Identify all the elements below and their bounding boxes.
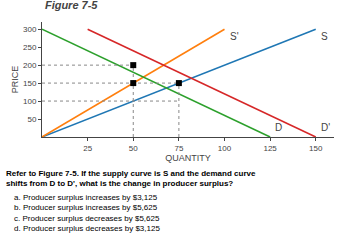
svg-text:150: 150 bbox=[309, 144, 323, 153]
svg-text:200: 200 bbox=[23, 61, 37, 70]
svg-text:100: 100 bbox=[23, 97, 37, 106]
svg-text:QUANTITY: QUANTITY bbox=[165, 153, 211, 163]
svg-text:300: 300 bbox=[23, 25, 37, 34]
svg-text:50: 50 bbox=[129, 144, 138, 153]
svg-text:25: 25 bbox=[83, 144, 92, 153]
svg-text:Figure 7-5: Figure 7-5 bbox=[45, 0, 98, 11]
svg-text:50: 50 bbox=[27, 115, 36, 124]
svg-text:75: 75 bbox=[174, 144, 183, 153]
svg-text:D: D bbox=[275, 122, 282, 133]
svg-text:100: 100 bbox=[218, 144, 232, 153]
svg-text:D': D' bbox=[321, 122, 330, 133]
svg-text:Refer to Figure 7-5. If the su: Refer to Figure 7-5. If the supply curve… bbox=[6, 169, 256, 188]
svg-text:125: 125 bbox=[263, 144, 277, 153]
svg-text:a. Producer surplus increases: a. Producer surplus increases by $3,125b… bbox=[14, 193, 160, 233]
svg-text:250: 250 bbox=[23, 43, 37, 52]
svg-text:150: 150 bbox=[23, 79, 37, 88]
svg-text:S: S bbox=[321, 31, 328, 42]
svg-text:PRICE: PRICE bbox=[10, 66, 20, 94]
svg-text:S': S' bbox=[230, 31, 239, 42]
